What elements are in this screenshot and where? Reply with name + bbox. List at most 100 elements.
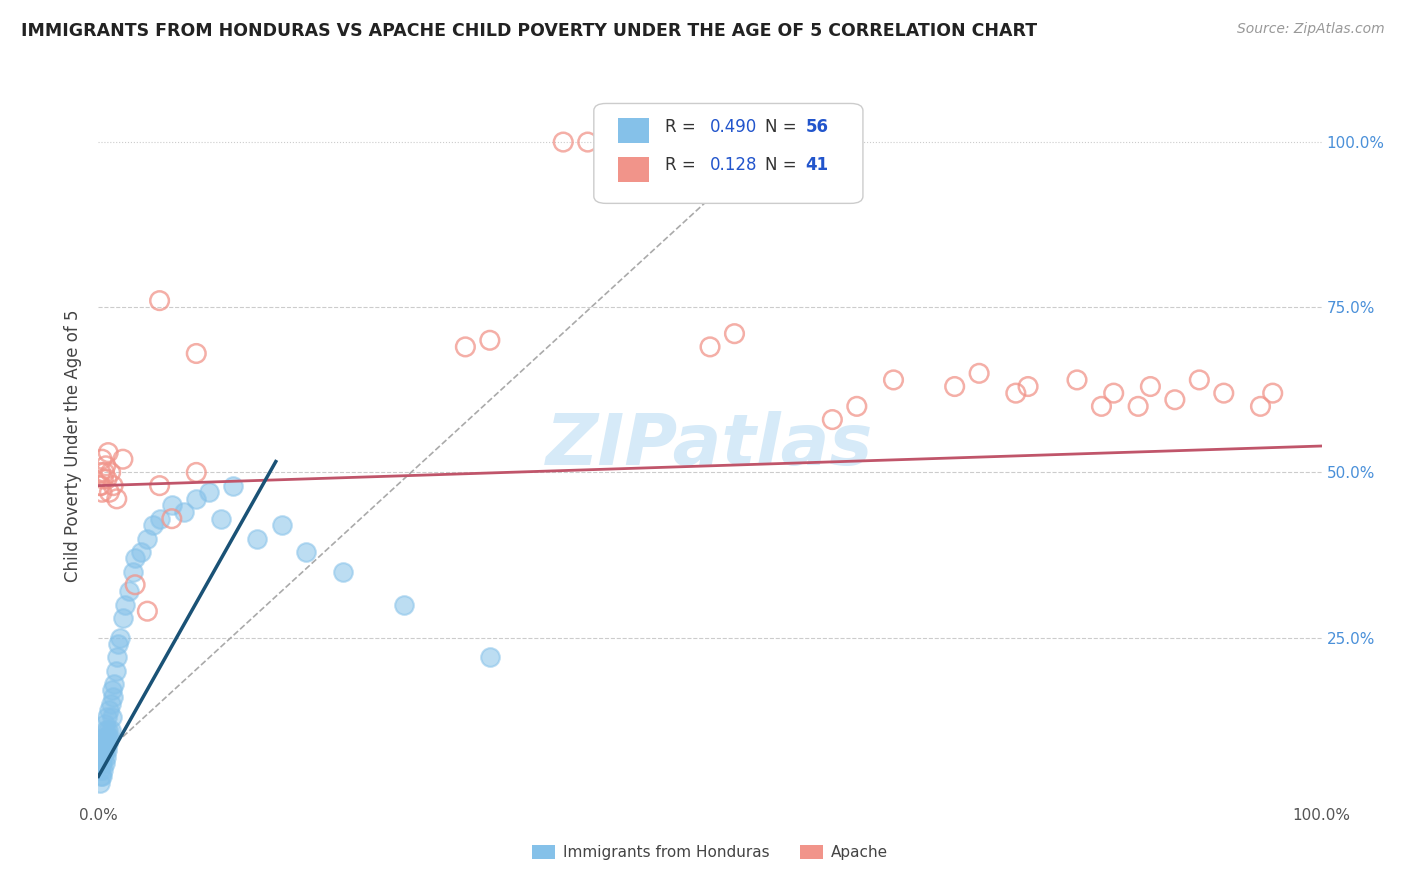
Point [91,743,114,757]
Point [101,683,124,698]
Point [90,756,112,771]
Text: N =: N = [765,155,801,174]
Point [96,710,118,724]
Point [103,677,125,691]
Point [90,466,112,480]
Point [1188,373,1211,387]
Point [699,340,721,354]
Point [246,532,269,546]
Point [98,703,121,717]
Point [1066,373,1088,387]
Point [96,472,118,486]
Point [121,565,143,579]
Point [105,491,128,506]
Point [96,743,118,757]
Point [392,598,416,612]
Point [295,545,318,559]
Point [142,518,165,533]
Point [97,723,120,738]
Point [93,466,115,480]
Point [1017,379,1039,393]
Point [1102,386,1125,401]
Point [94,723,117,738]
Point [1139,379,1161,393]
Point [1090,400,1112,414]
Point [91,452,114,467]
Point [576,135,599,149]
Point [149,293,172,308]
Point [136,604,159,618]
Point [91,736,114,750]
Point [98,730,121,744]
Point [93,730,115,744]
Point [91,749,114,764]
Point [136,532,159,546]
Point [943,379,966,393]
Point [101,710,124,724]
Point [101,478,124,492]
Point [100,697,122,711]
Point [1128,400,1150,414]
Point [104,664,127,678]
Point [100,723,122,738]
Point [89,478,111,492]
Text: R =: R = [665,118,700,136]
Point [118,584,141,599]
Y-axis label: Child Poverty Under the Age of 5: Child Poverty Under the Age of 5 [65,310,83,582]
Point [105,650,128,665]
Point [129,545,152,559]
Point [454,340,477,354]
Point [209,511,232,525]
Point [90,749,112,764]
Point [723,326,745,341]
Point [89,763,111,777]
Point [1249,400,1271,414]
Point [90,769,112,783]
Point [91,756,114,771]
Point [124,551,146,566]
Point [100,466,122,480]
Point [90,478,112,492]
Point [91,472,114,486]
Point [111,611,134,625]
Point [821,412,844,426]
Point [1212,386,1234,401]
Point [114,598,136,612]
Point [111,452,134,467]
Text: R =: R = [665,155,706,174]
Point [270,518,294,533]
Point [1004,386,1026,401]
Point [93,743,115,757]
Text: Source: ZipAtlas.com: Source: ZipAtlas.com [1237,22,1385,37]
Point [93,756,115,771]
Point [124,578,146,592]
Point [149,478,172,492]
Point [94,736,117,750]
Point [98,485,121,500]
Point [97,445,120,459]
Point [332,565,354,579]
Text: N =: N = [765,118,801,136]
Point [101,690,124,704]
Point [173,505,195,519]
Point [186,346,208,360]
Text: 56: 56 [806,118,828,136]
Point [160,499,183,513]
Point [553,135,575,149]
Bar [619,118,648,143]
Point [197,485,219,500]
Point [186,491,208,506]
Point [186,466,208,480]
Point [94,749,117,764]
Point [967,367,990,381]
Point [478,650,501,665]
Bar [619,157,648,182]
Point [96,730,118,744]
Text: 41: 41 [806,155,828,174]
Text: IMMIGRANTS FROM HONDURAS VS APACHE CHILD POVERTY UNDER THE AGE OF 5 CORRELATION : IMMIGRANTS FROM HONDURAS VS APACHE CHILD… [21,22,1038,40]
Point [160,511,183,525]
Point [222,478,245,492]
Point [883,373,905,387]
Text: ZIPatlas: ZIPatlas [547,411,873,481]
Text: 0.128: 0.128 [710,155,758,174]
